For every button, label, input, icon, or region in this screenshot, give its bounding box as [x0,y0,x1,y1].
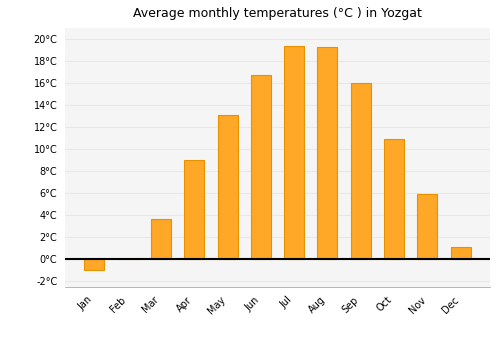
Bar [450,247,470,259]
Bar [284,46,304,259]
Bar [184,160,204,259]
Bar [218,115,238,259]
Bar [318,47,338,259]
Bar [384,139,404,259]
Bar [151,219,171,259]
Bar [251,75,271,259]
Bar [351,83,371,259]
Bar [84,259,104,271]
Title: Average monthly temperatures (°C ) in Yozgat: Average monthly temperatures (°C ) in Yo… [133,7,422,20]
Bar [418,194,438,259]
